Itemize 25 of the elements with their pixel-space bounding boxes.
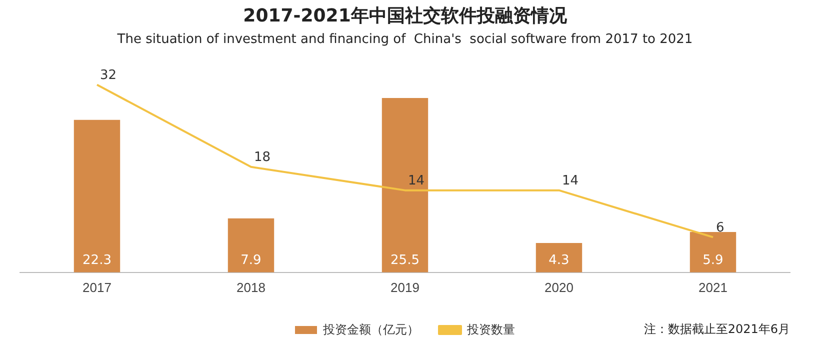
bar: [228, 218, 274, 272]
legend-label: 投资数量: [466, 322, 515, 336]
data-label: 5.9: [702, 252, 724, 268]
x-tick-label: 2019: [390, 280, 420, 295]
data-label: 7.9: [240, 252, 262, 268]
bar: [690, 232, 736, 272]
data-label: 18: [254, 150, 271, 166]
x-tick-label: 2020: [544, 280, 574, 295]
chart-title: 2017-2021年中国社交软件投融资情况: [243, 5, 568, 26]
data-label: 14: [408, 174, 425, 189]
bar: [74, 120, 120, 272]
data-label: 32: [100, 68, 117, 84]
bar: [536, 242, 582, 272]
chart-subtitle: The situation of investment and financing of China's social software from 2017 to 2021: [116, 32, 693, 47]
x-tick-label: 2018: [236, 280, 266, 295]
bar: [382, 98, 428, 272]
data-label: 25.5: [390, 252, 420, 268]
data-label: 6: [716, 220, 724, 236]
data-label: 22.3: [82, 252, 112, 268]
data-label: 14: [562, 174, 579, 189]
x-tick-label: 2021: [698, 280, 728, 295]
x-tick-label: 2017: [82, 280, 112, 295]
text: 注：数据截止至2021年6月: [644, 321, 790, 338]
data-label: 4.3: [548, 252, 570, 268]
legend-label: 投资金额（亿元）: [322, 322, 419, 336]
